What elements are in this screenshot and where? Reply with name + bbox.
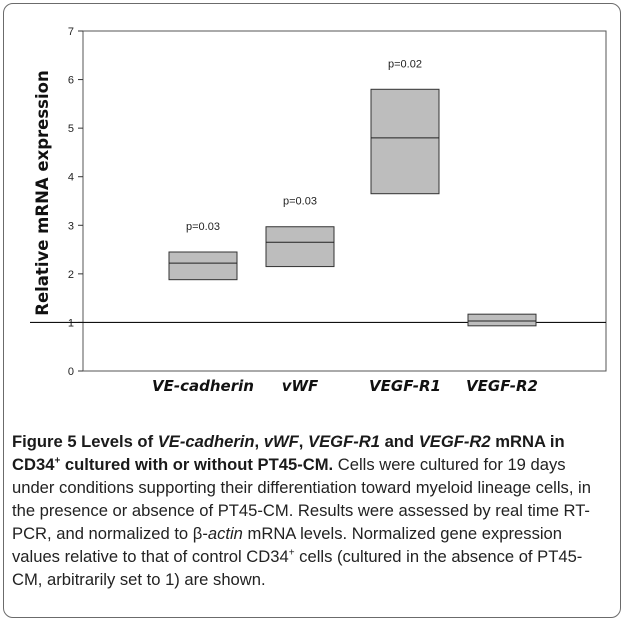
box-1 <box>265 226 335 268</box>
box-chart: 0 1 2 3 4 5 6 7 p=0.03 VE-cadherin p=0.03 vWF p=0.0… <box>30 26 607 395</box>
caption-body: cells (cultured in the absence of PT45-C… <box>12 547 583 589</box>
caption-heading: Figure 5 Levels of VE-cadherin, vWF, VEG… <box>12 432 565 474</box>
y-tick-label: 0 <box>68 366 74 378</box>
y-tick-label: 2 <box>68 269 74 281</box>
y-tick-label: 6 <box>68 75 74 87</box>
caption-separator: , <box>254 432 264 451</box>
figure-caption: Figure 5 Levels of VE-cadherin, vWF, VEG… <box>12 430 612 591</box>
caption-separator: , <box>298 432 309 451</box>
caption-title-part: cultured with or without PT45-CM. <box>60 455 334 474</box>
box-0 <box>168 251 238 281</box>
caption-body: mRNA levels. Normalized gene expression … <box>12 524 563 566</box>
y-tick-label: 4 <box>68 172 74 184</box>
p-value-label: p=0.03 <box>186 221 220 233</box>
caption-gene: actin <box>207 524 243 543</box>
caption-gene: VEGF-R1 <box>308 432 380 451</box>
caption-superscript: + <box>54 455 61 467</box>
x-category-label: vWF <box>282 377 319 395</box>
caption-title-part: and <box>379 432 419 451</box>
x-category-label: VEGF-R2 <box>466 377 538 395</box>
x-category-label: VEGF-R1 <box>369 377 441 395</box>
caption-gene: vWF <box>263 432 299 451</box>
figure-card <box>3 3 621 618</box>
caption-superscript: + <box>288 547 295 559</box>
y-tick-label: 1 <box>68 317 74 329</box>
caption-body: Cells were cultured for 19 days under co… <box>12 455 591 543</box>
caption-title-part: Levels of <box>76 432 158 451</box>
box-3 <box>467 313 537 327</box>
y-axis-label: Relative mRNA expression <box>33 70 52 316</box>
y-tick-label: 7 <box>68 26 74 38</box>
p-value-label: p=0.03 <box>283 196 317 208</box>
box-2 <box>370 88 440 195</box>
caption-gene: VEGF-R2 <box>418 432 491 451</box>
y-tick-label: 3 <box>68 220 74 232</box>
plot-frame <box>82 30 607 372</box>
y-tick-label: 5 <box>68 123 74 135</box>
caption-gene: VE-cadherin <box>157 432 255 451</box>
caption-title-part: mRNA in CD34 <box>12 432 565 474</box>
p-value-label: p=0.02 <box>388 58 422 70</box>
x-category-label: VE-cadherin <box>152 377 254 395</box>
figure-label: Figure 5 <box>12 432 77 451</box>
